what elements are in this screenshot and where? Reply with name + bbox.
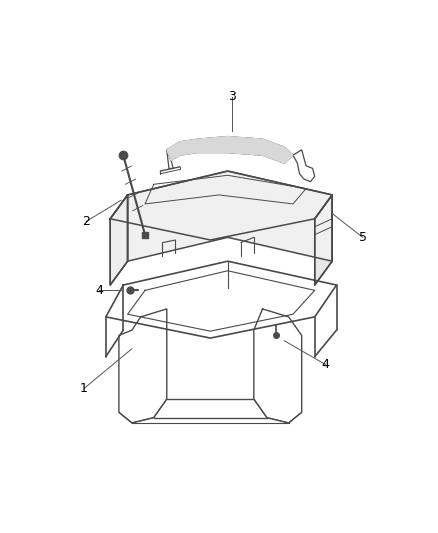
Polygon shape bbox=[127, 171, 332, 261]
Text: 3: 3 bbox=[228, 90, 236, 103]
Text: 1: 1 bbox=[80, 382, 88, 395]
Polygon shape bbox=[167, 136, 293, 163]
Polygon shape bbox=[110, 195, 127, 285]
Text: 4: 4 bbox=[95, 284, 103, 297]
Text: 5: 5 bbox=[359, 231, 367, 244]
Text: 4: 4 bbox=[321, 358, 329, 371]
Polygon shape bbox=[315, 195, 332, 285]
Text: 2: 2 bbox=[82, 215, 90, 228]
